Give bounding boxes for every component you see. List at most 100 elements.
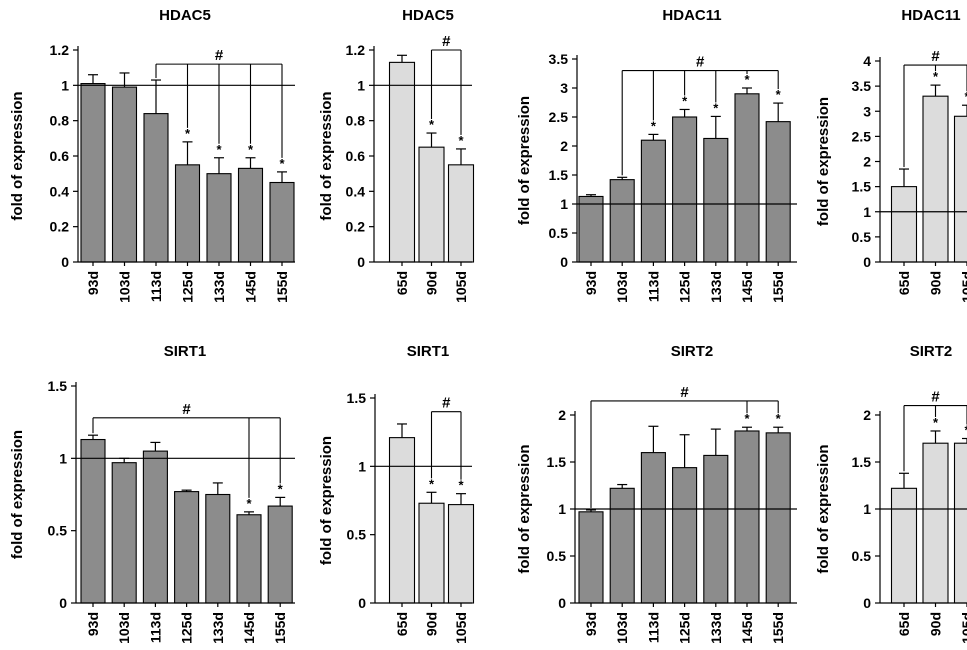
bar-105d	[953, 115, 967, 263]
bar-145d	[734, 430, 760, 604]
chart-panel-5: SIRT1 fold of expression 0 0.5 1 1.5 93d 103d 11…	[9, 343, 295, 644]
x-tick-label: 133d	[211, 271, 227, 303]
y-tick-label: 0	[558, 595, 566, 611]
y-tick-label: 2.5	[549, 109, 569, 125]
x-tick-label: 105d	[453, 271, 469, 303]
bar-90d	[418, 146, 445, 263]
significance-star: *	[458, 478, 464, 493]
bar-125d	[672, 467, 698, 604]
x-tick-label: 93d	[583, 612, 599, 636]
y-tick-label: 0.5	[852, 548, 872, 564]
significance-star: *	[278, 481, 284, 496]
chart-title: SIRT1	[164, 343, 207, 360]
bar-125d	[174, 491, 200, 604]
y-tick-label: 0	[357, 254, 365, 270]
x-tick-label: 145d	[739, 271, 755, 303]
y-tick-label: 1	[358, 458, 366, 474]
significance-star: *	[776, 87, 782, 102]
chart-title: SIRT1	[407, 343, 450, 360]
significance-star: *	[279, 156, 285, 171]
x-tick-label: 113d	[147, 612, 163, 643]
x-tick-label: 113d	[148, 271, 164, 302]
x-tick-label: 103d	[117, 271, 133, 303]
x-tick-label: 133d	[708, 271, 724, 303]
chart-panel-7: SIRT2 fold of expression 0 0.5 1 1.5 2 93d 103d 1…	[516, 343, 797, 644]
y-tick-label: 1	[357, 77, 365, 93]
y-tick-label: 0	[358, 595, 366, 611]
y-tick-label: 0.5	[48, 523, 68, 539]
x-tick-label: 103d	[614, 271, 630, 303]
y-tick-label: 0.2	[50, 219, 70, 235]
bar-93d	[578, 195, 604, 263]
bar-155d	[765, 432, 791, 604]
x-tick-label: 113d	[645, 271, 661, 302]
y-axis-label: fold of expression	[815, 444, 832, 573]
bar-133d	[703, 454, 729, 604]
y-tick-label: 1.2	[346, 42, 366, 58]
bracket-label: #	[931, 48, 940, 65]
bar-113d	[640, 139, 666, 263]
y-tick-label: 1.5	[852, 454, 872, 470]
bar-93d	[578, 511, 604, 604]
significance-star: *	[216, 142, 222, 157]
x-tick-label: 93d	[583, 271, 599, 295]
bar-155d	[765, 121, 791, 263]
bar-155d	[269, 181, 295, 263]
bar-133d	[206, 173, 232, 263]
y-tick-label: 2	[863, 407, 871, 423]
y-tick-label: 0	[59, 595, 67, 611]
x-tick-label: 90d	[928, 271, 944, 295]
significance-star: *	[248, 142, 254, 157]
bar-103d	[609, 487, 635, 604]
y-axis-label: fold of expression	[815, 97, 832, 226]
x-tick-label: 155d	[770, 612, 786, 644]
bar-65d	[890, 186, 918, 263]
y-tick-label: 1	[558, 501, 566, 517]
x-tick-label: 93d	[85, 271, 101, 295]
chart-title: HDAC11	[901, 7, 960, 24]
bar-125d	[672, 116, 698, 263]
y-tick-label: 3.5	[852, 78, 872, 94]
significance-star: *	[776, 411, 782, 426]
bracket-label: #	[442, 395, 451, 412]
x-tick-label: 155d	[274, 271, 290, 303]
bar-103d	[111, 86, 138, 263]
bar-145d	[734, 93, 760, 263]
significance-star: *	[744, 72, 750, 87]
x-tick-label: 65d	[394, 612, 410, 636]
y-tick-label: 1	[863, 204, 871, 220]
bar-133d	[205, 493, 231, 604]
y-tick-label: 0	[560, 254, 568, 270]
y-tick-label: 0.6	[50, 148, 70, 164]
x-tick-label: 133d	[708, 612, 724, 644]
bracket-label: #	[931, 389, 940, 406]
chart-title: SIRT2	[671, 343, 714, 360]
bar-105d	[447, 164, 475, 263]
x-tick-label: 103d	[116, 612, 132, 644]
x-tick-label: 125d	[179, 612, 195, 644]
x-tick-label: 105d	[959, 271, 967, 303]
y-tick-label: 1.5	[547, 454, 567, 470]
x-tick-label: 145d	[243, 271, 259, 303]
bracket-label: #	[696, 54, 705, 71]
chart-title: HDAC11	[662, 7, 721, 24]
bar-90d	[418, 502, 445, 604]
y-axis-label: fold of expression	[516, 96, 533, 225]
y-tick-label: 0	[863, 595, 871, 611]
significance-star: *	[429, 117, 435, 132]
bar-155d	[267, 505, 293, 604]
significance-star: *	[933, 415, 939, 430]
x-tick-label: 155d	[272, 612, 288, 644]
x-tick-label: 103d	[614, 612, 630, 644]
y-tick-label: 2	[560, 138, 568, 154]
x-tick-label: 90d	[424, 271, 440, 295]
bar-103d	[111, 462, 137, 604]
significance-star: *	[933, 69, 939, 84]
chart-panel-1: HDAC5 fold of expression 0 0.2 0.4 0.6 0.8 1 1.2…	[9, 7, 295, 303]
x-tick-label: 105d	[959, 612, 967, 644]
y-tick-label: 1	[863, 501, 871, 517]
y-tick-label: 1.2	[50, 42, 70, 58]
significance-star: *	[458, 133, 464, 148]
bracket-label: #	[215, 47, 224, 64]
y-axis-label: fold of expression	[318, 91, 335, 220]
